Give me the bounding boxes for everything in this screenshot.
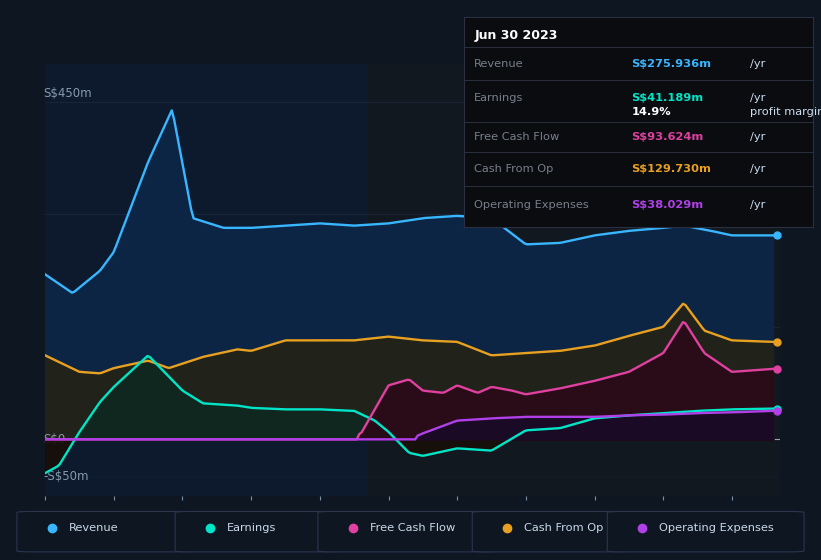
- Text: Cash From Op: Cash From Op: [524, 523, 603, 533]
- Text: Cash From Op: Cash From Op: [475, 164, 553, 174]
- Bar: [368, 64, 780, 496]
- Text: Operating Expenses: Operating Expenses: [659, 523, 773, 533]
- FancyBboxPatch shape: [175, 511, 341, 552]
- FancyBboxPatch shape: [17, 511, 195, 552]
- Text: Operating Expenses: Operating Expenses: [475, 200, 589, 210]
- Text: S$93.624m: S$93.624m: [631, 132, 704, 142]
- Text: /yr: /yr: [750, 59, 765, 69]
- Text: /yr: /yr: [750, 164, 765, 174]
- Text: S$38.029m: S$38.029m: [631, 200, 704, 210]
- FancyBboxPatch shape: [608, 511, 804, 552]
- Text: S$129.730m: S$129.730m: [631, 164, 711, 174]
- Text: Jun 30 2023: Jun 30 2023: [475, 30, 557, 43]
- Text: /yr: /yr: [750, 200, 765, 210]
- Text: S$275.936m: S$275.936m: [631, 59, 711, 69]
- Text: Free Cash Flow: Free Cash Flow: [475, 132, 560, 142]
- Text: S$0: S$0: [44, 433, 66, 446]
- Text: /yr: /yr: [750, 132, 765, 142]
- Text: Revenue: Revenue: [69, 523, 118, 533]
- Text: S$450m: S$450m: [44, 87, 92, 100]
- FancyBboxPatch shape: [472, 511, 631, 552]
- FancyBboxPatch shape: [318, 511, 499, 552]
- Text: S$41.189m: S$41.189m: [631, 92, 704, 102]
- Text: Free Cash Flow: Free Cash Flow: [369, 523, 455, 533]
- Text: Earnings: Earnings: [475, 92, 524, 102]
- Text: /yr: /yr: [750, 92, 765, 102]
- Text: Earnings: Earnings: [227, 523, 276, 533]
- Text: Revenue: Revenue: [475, 59, 524, 69]
- Text: 14.9%: 14.9%: [631, 108, 671, 118]
- Text: -S$50m: -S$50m: [44, 470, 89, 483]
- Text: profit margin: profit margin: [750, 108, 821, 118]
